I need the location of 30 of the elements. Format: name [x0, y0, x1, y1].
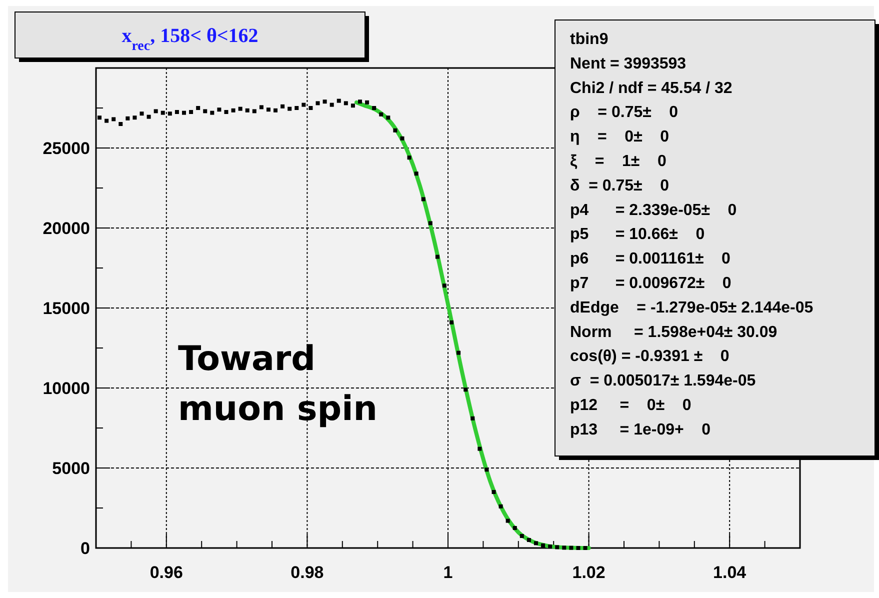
annotation: cos(θ) = -0.9391 ± 0	[570, 348, 730, 366]
x-tick-label: 0.96	[150, 563, 183, 582]
annotation: Norm = 1.598e+04± 30.09	[570, 324, 778, 341]
y-tick-label: 10000	[42, 379, 90, 398]
annotation: p12 = 0± 0	[570, 397, 692, 414]
annotation: η = 0± 0	[570, 128, 670, 146]
chart-title: x$_{rec}$, 158< θ<162	[122, 25, 258, 54]
annotation: Chi2 / ndf = 45.54 / 32	[570, 80, 732, 97]
y-tick-label: 0	[80, 539, 90, 558]
annotation: δ = 0.75± 0	[570, 177, 670, 194]
annotation: σ = 0.005017± 1.594e-05	[570, 372, 756, 390]
x-tick-label: 1.04	[713, 563, 747, 582]
annotation: p13 = 1e-09+ 0	[570, 421, 711, 438]
y-tick-label: 15000	[42, 299, 90, 318]
annotation: p6 = 0.001161± 0	[570, 250, 731, 268]
text: tbin9	[570, 31, 608, 48]
y-tick-label: 25000	[42, 139, 90, 158]
x-tick-label: 1	[443, 563, 453, 582]
x-tick-label: 0.98	[290, 563, 324, 582]
annotation: p4 = 2.339e-05± 0	[570, 202, 737, 219]
y-tick-label: 5000	[52, 459, 90, 478]
annotation: p7 = 0.009672± 0	[570, 275, 732, 292]
annotation: ρ = 0.75± 0	[570, 104, 678, 122]
y-tick-label: 20000	[42, 219, 90, 238]
annotation: ξ = 1± 0	[570, 153, 666, 170]
annotation: Toward muon spin	[178, 339, 378, 429]
x-tick-label: 1.02	[572, 563, 606, 582]
annotation: p5 = 10.66± 0	[570, 226, 705, 244]
annotation: Nent = 3993593	[570, 55, 686, 72]
annotation: dEdge = -1.279e-05± 2.144e-05	[570, 299, 814, 316]
